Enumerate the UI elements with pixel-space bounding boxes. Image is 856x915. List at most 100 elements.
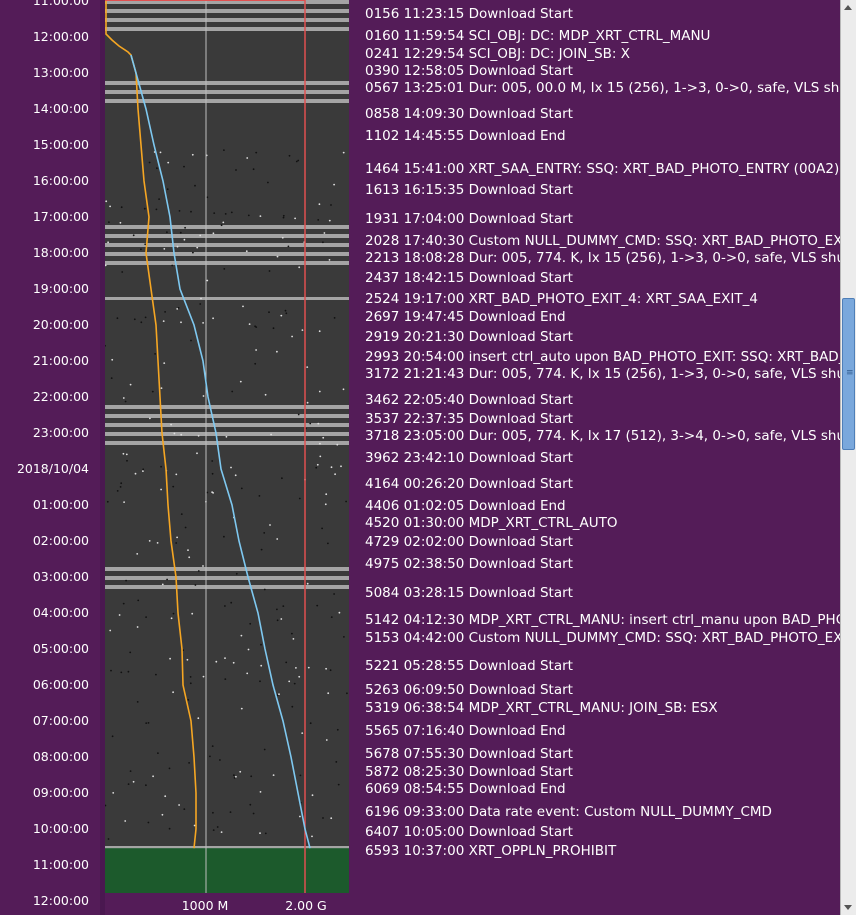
event-row[interactable]: 5142 04:12:30 MDP_XRT_CTRL_MANU: insert …: [365, 612, 840, 628]
event-row[interactable]: 4520 01:30:00 MDP_XRT_CTRL_AUTO: [365, 515, 618, 531]
plot-dot: [183, 238, 186, 241]
plot-dot: [232, 661, 235, 664]
plot-dot: [329, 669, 332, 672]
plot-dot: [157, 752, 159, 754]
plot-dot: [246, 157, 249, 159]
plot-dot: [280, 314, 283, 317]
plot-dot: [212, 829, 215, 831]
event-row[interactable]: 1102 14:45:55 Download End: [365, 128, 566, 144]
event-row[interactable]: 0160 11:59:54 SCI_OBJ: DC: MDP_XRT_CTRL_…: [365, 28, 711, 44]
plot-dot: [260, 548, 263, 551]
plot-dot: [213, 212, 216, 215]
event-row[interactable]: 2437 18:42:15 Download Start: [365, 270, 573, 286]
plot-dot: [223, 149, 225, 152]
plot-dot: [234, 474, 237, 477]
plot-band: [105, 405, 349, 409]
event-row[interactable]: 2993 20:54:00 insert ctrl_auto upon BAD_…: [365, 349, 840, 365]
event-row[interactable]: 5153 04:42:00 Custom NULL_DUMMY_CMD: SSQ…: [365, 630, 840, 646]
event-row[interactable]: 2697 19:47:45 Download End: [365, 309, 566, 325]
plot-dot: [325, 493, 328, 496]
event-row[interactable]: 6069 08:54:55 Download End: [365, 781, 566, 797]
event-row[interactable]: 5084 03:28:15 Download Start: [365, 585, 573, 601]
pane-divider-right[interactable]: [349, 0, 355, 915]
event-row[interactable]: 1931 17:04:00 Download Start: [365, 211, 573, 227]
scrollbar-thumb[interactable]: ≡: [842, 298, 855, 450]
plot-dot: [206, 196, 209, 199]
pane-divider-left[interactable]: [100, 0, 105, 915]
plot-dot: [224, 657, 226, 659]
plot-dot: [186, 658, 189, 661]
plot-band: [105, 0, 349, 4]
time-axis-label: 06:00:00: [32, 677, 89, 692]
event-row[interactable]: 6593 10:37:00 XRT_OPPLN_PROHIBIT: [365, 843, 617, 859]
event-row[interactable]: 0858 14:09:30 Download Start: [365, 106, 573, 122]
time-axis-label: 07:00:00: [32, 713, 89, 728]
vertical-scrollbar[interactable]: ≡: [840, 0, 856, 915]
plot-dot: [233, 777, 236, 779]
plot-dot: [106, 500, 109, 503]
scroll-up-button[interactable]: [841, 0, 856, 15]
event-row[interactable]: 6196 09:33:00 Data rate event: Custom NU…: [365, 804, 772, 820]
event-row[interactable]: 0567 13:25:01 Dur: 005, 00.0 M, Ix 15 (2…: [365, 80, 840, 96]
plot-dot: [193, 824, 196, 827]
event-row[interactable]: 5263 06:09:50 Download Start: [365, 682, 573, 698]
event-row[interactable]: 4406 01:02:05 Download End: [365, 498, 566, 514]
event-row[interactable]: 1464 15:41:00 XRT_SAA_ENTRY: SSQ: XRT_BA…: [365, 161, 840, 177]
event-row[interactable]: 3718 23:05:00 Dur: 005, 774. K, Ix 17 (5…: [365, 428, 840, 444]
event-row[interactable]: 0390 12:58:05 Download Start: [365, 63, 573, 79]
plot-band: [105, 234, 349, 238]
event-row[interactable]: 5319 06:38:54 MDP_XRT_CTRL_MANU: JOIN_SB…: [365, 700, 718, 716]
event-row[interactable]: 5872 08:25:30 Download Start: [365, 764, 573, 780]
event-row[interactable]: 1613 16:15:35 Download Start: [365, 182, 573, 198]
plot-dot: [245, 250, 248, 253]
event-row[interactable]: 0156 11:23:15 Download Start: [365, 6, 573, 22]
plot-dot: [252, 168, 255, 171]
plot-dot: [170, 617, 173, 620]
plot-dot: [240, 487, 243, 490]
plot-dot: [255, 151, 258, 154]
timeline-plot[interactable]: [105, 0, 349, 893]
event-row[interactable]: 3172 21:21:43 Dur: 005, 774. K, Ix 15 (2…: [365, 366, 840, 382]
plot-dot: [156, 542, 159, 544]
event-row[interactable]: 5221 05:28:55 Download Start: [365, 658, 573, 674]
scroll-down-button[interactable]: [841, 900, 856, 915]
plot-band: [105, 81, 349, 85]
time-axis-label: 19:00:00: [32, 281, 89, 296]
event-row[interactable]: 2524 19:17:00 XRT_BAD_PHOTO_EXIT_4: XRT_…: [365, 291, 758, 307]
event-row[interactable]: 6407 10:05:00 Download Start: [365, 824, 573, 840]
plot-dot: [340, 465, 342, 468]
event-row[interactable]: 3962 23:42:10 Download Start: [365, 450, 573, 466]
plot-dot: [223, 268, 226, 270]
plot-dot: [147, 722, 150, 724]
event-row[interactable]: 2028 17:40:30 Custom NULL_DUMMY_CMD: SSQ…: [365, 233, 840, 249]
time-axis-label: 22:00:00: [32, 389, 89, 404]
plot-dot: [161, 813, 164, 816]
plot-dot: [196, 452, 198, 455]
event-row[interactable]: 2213 18:08:28 Dur: 005, 774. K, Ix 15 (2…: [365, 250, 840, 266]
plot-dot: [163, 362, 166, 364]
plot-dot: [166, 578, 168, 581]
plot-dot: [105, 804, 107, 807]
event-row[interactable]: 5565 07:16:40 Download End: [365, 723, 566, 739]
plot-dot: [297, 159, 300, 162]
plot-dot: [211, 460, 214, 462]
event-row[interactable]: 0241 12:29:54 SCI_OBJ: DC: JOIN_SB: X: [365, 46, 631, 62]
event-list[interactable]: 0156 11:23:15 Download Start 0160 11:59:5…: [355, 0, 840, 915]
plot-dot: [110, 669, 112, 672]
plot-dot: [127, 670, 130, 673]
plot-dot: [250, 775, 253, 778]
plot-band: [105, 18, 349, 22]
plot-dot: [224, 678, 227, 680]
event-row[interactable]: 2919 20:21:30 Download Start: [365, 329, 573, 345]
event-row[interactable]: 3462 22:05:40 Download Start: [365, 392, 573, 408]
event-row[interactable]: 4164 00:26:20 Download Start: [365, 476, 573, 492]
plot-dot: [178, 804, 180, 806]
plot-dot: [328, 219, 331, 222]
event-row[interactable]: 4729 02:02:00 Download Start: [365, 534, 573, 550]
event-row[interactable]: 5678 07:55:30 Download Start: [365, 746, 573, 762]
event-row[interactable]: 4975 02:38:50 Download Start: [365, 556, 573, 572]
plot-dot: [248, 323, 251, 325]
plot-dot: [309, 422, 312, 425]
plot-dot: [318, 390, 321, 393]
event-row[interactable]: 3537 22:37:35 Download Start: [365, 411, 573, 427]
